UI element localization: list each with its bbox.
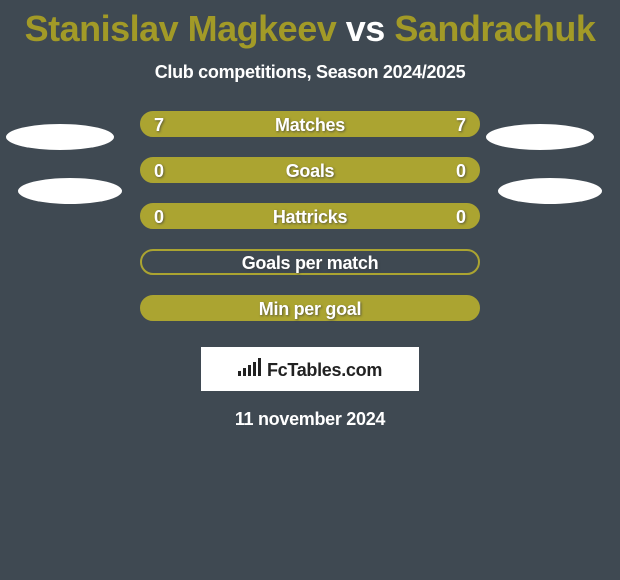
stat-bar: Min per goal — [140, 295, 480, 321]
bars-icon-bar — [248, 365, 251, 376]
stat-row: Min per goal — [0, 295, 620, 341]
stat-label: Matches — [142, 115, 478, 136]
badge-text: FcTables.com — [267, 360, 382, 381]
stat-bar: Hattricks0 0 — [140, 203, 480, 229]
stat-bar: Matches7 7 — [140, 111, 480, 137]
stat-value-left: 0 — [154, 207, 164, 228]
stat-row: Hattricks0 0 — [0, 203, 620, 249]
bars-icon — [238, 358, 261, 376]
stat-value-left: 0 — [154, 161, 164, 182]
stat-value-right: 0 — [456, 161, 466, 182]
stat-bar: Goals0 0 — [140, 157, 480, 183]
subtitle: Club competitions, Season 2024/2025 — [0, 62, 620, 83]
decorative-ellipse — [486, 124, 594, 150]
bars-icon-bar — [258, 358, 261, 376]
page-title: Stanislav Magkeev vs Sandrachuk — [0, 0, 620, 50]
player1-name: Stanislav Magkeev — [25, 8, 337, 49]
stat-label: Goals — [142, 161, 478, 182]
decorative-ellipse — [6, 124, 114, 150]
fctables-badge: FcTables.com — [201, 347, 419, 391]
stat-value-right: 0 — [456, 207, 466, 228]
bars-icon-bar — [253, 362, 256, 376]
decorative-ellipse — [18, 178, 122, 204]
player2-name: Sandrachuk — [394, 8, 595, 49]
stat-value-right: 7 — [456, 115, 466, 136]
bars-icon-bar — [238, 371, 241, 376]
stat-label: Goals per match — [142, 253, 478, 274]
badge-logo: FcTables.com — [238, 358, 382, 381]
bars-icon-bar — [243, 368, 246, 376]
date-text: 11 november 2024 — [0, 409, 620, 430]
stat-label: Min per goal — [142, 299, 478, 320]
stat-row: Goals per match — [0, 249, 620, 295]
vs-text: vs — [346, 8, 385, 49]
stat-label: Hattricks — [142, 207, 478, 228]
stat-bar: Goals per match — [140, 249, 480, 275]
stat-value-left: 7 — [154, 115, 164, 136]
decorative-ellipse — [498, 178, 602, 204]
